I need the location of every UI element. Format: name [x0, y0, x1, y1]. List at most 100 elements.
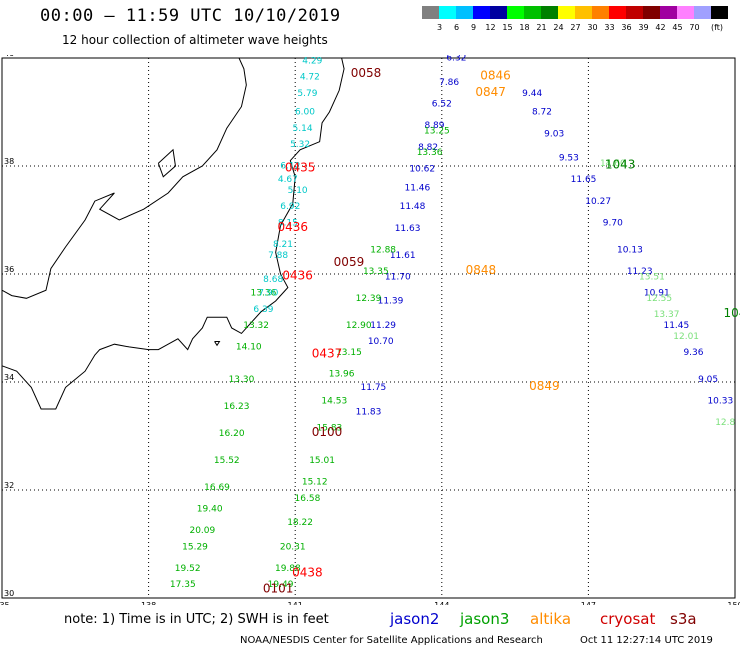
- lat-tick-label: 38: [4, 157, 14, 166]
- swh-value: 8.68: [263, 275, 283, 285]
- scale-label: 33: [604, 23, 615, 32]
- scale-label: 36: [621, 23, 632, 32]
- satellite-name: s3a: [670, 610, 697, 628]
- lat-tick-label: 32: [4, 481, 14, 490]
- swh-value: 6.39: [253, 305, 273, 315]
- satellite-name: jason2: [390, 610, 440, 628]
- swh-value: 9.53: [559, 154, 579, 164]
- scale-label: 3: [436, 23, 443, 32]
- swh-value: 12.88: [370, 245, 396, 255]
- satellite-name: cryosat: [600, 610, 656, 628]
- sado-island: [157, 148, 177, 178]
- swh-value: 8.15: [278, 218, 298, 228]
- scale-label: 39: [638, 23, 649, 32]
- swh-value: 16.58: [295, 494, 321, 504]
- swh-value: 5.32: [290, 140, 310, 150]
- lat-tick-label: 30: [4, 589, 14, 598]
- swh-value: 20.31: [280, 542, 306, 552]
- swh-value: 11.75: [361, 383, 387, 393]
- swh-value: 19.40: [197, 505, 223, 515]
- scale-label: 15: [502, 23, 513, 32]
- lon-tick-label: 144: [434, 601, 449, 605]
- swh-value: 4.67: [278, 175, 298, 185]
- swh-value: 9.44: [522, 89, 542, 99]
- scale-swatch: [643, 6, 660, 19]
- swh-value: 10.91: [644, 289, 670, 299]
- swh-value: 12.01: [673, 332, 699, 342]
- footnote: note: 1) Time is in UTC; 2) SWH is in fe…: [64, 612, 329, 627]
- swh-value: 11.70: [385, 272, 411, 282]
- swh-value: 7.90: [258, 289, 278, 299]
- satellite-name: altika: [530, 610, 572, 628]
- pass-time-label: 0846: [480, 69, 511, 83]
- swh-value: 13.30: [229, 375, 255, 385]
- swh-value: 16.69: [204, 483, 230, 493]
- pass-time-label: 0435: [285, 160, 316, 174]
- swh-value: 8.82: [418, 143, 438, 153]
- swh-value: 6.92: [280, 202, 300, 212]
- scale-swatch: [609, 6, 626, 19]
- scale-swatch: [439, 6, 456, 19]
- scale-swatch: [626, 6, 643, 19]
- swh-value: 11.48: [400, 202, 426, 212]
- swh-value: 13.25: [424, 127, 450, 137]
- swh-value: 13.15: [336, 348, 362, 358]
- swh-value: 15.29: [182, 542, 208, 552]
- swh-value: 14.53: [321, 397, 347, 407]
- swh-value: 5.14: [293, 124, 313, 134]
- scale-label: 45: [672, 23, 683, 32]
- pass-time-label: 1043: [605, 158, 636, 172]
- swh-value: 15.01: [309, 456, 335, 466]
- swh-value: 12.90: [346, 321, 372, 331]
- swh-value: 6.00: [295, 108, 315, 118]
- timestamp: Oct 11 12:27:14 UTC 2019: [580, 635, 713, 646]
- wave-height-map: 135 138 141 144 147 150 30 32 34 36 38 40 6.32 7.86 6.…: [0, 55, 740, 605]
- swh-value: 10.27: [585, 197, 611, 207]
- pass-time-label: 104: [724, 306, 740, 320]
- swh-value: 13.51: [639, 272, 665, 282]
- pass-time-label: 0847: [475, 85, 506, 99]
- swh-value: 13.36: [417, 148, 443, 158]
- swh-value: 5.10: [288, 186, 308, 196]
- swh-value: 11.46: [404, 183, 430, 193]
- swh-value: 12.8: [715, 418, 735, 428]
- swh-value: 6.12: [280, 162, 300, 172]
- credit-line: NOAA/NESDIS Center for Satellite Applica…: [240, 635, 543, 646]
- scale-swatch: [490, 6, 507, 19]
- lon-tick-label: 135: [0, 601, 10, 605]
- satellite-name: jason3: [460, 610, 510, 628]
- swh-value: 10.33: [707, 397, 733, 407]
- swh-value: 13.32: [243, 321, 269, 331]
- swh-value: 11.39: [378, 297, 404, 307]
- swh-value: 11.63: [395, 224, 421, 234]
- swh-value: 10.13: [617, 245, 643, 255]
- pass-time-label: 0058: [351, 66, 382, 80]
- scale-swatch: [541, 6, 558, 19]
- swh-value: 15.52: [214, 456, 240, 466]
- scale-label: 42: [655, 23, 666, 32]
- pass-time-label: 0436: [282, 268, 313, 282]
- pass-time-label: 0438: [292, 565, 323, 579]
- pass-time-label: 0101: [263, 582, 294, 596]
- swh-value: 14.60: [600, 159, 626, 169]
- scale-label: 27: [570, 23, 581, 32]
- swh-value: 13.35: [363, 267, 389, 277]
- swh-value: 12.39: [356, 294, 382, 304]
- scale-swatch: [660, 6, 677, 19]
- lon-tick-label: 150: [727, 601, 740, 605]
- swh-value: 8.21: [273, 240, 293, 250]
- swh-value: 7.88: [268, 251, 288, 261]
- scale-label: 24: [553, 23, 564, 32]
- swh-value: 9.05: [698, 375, 718, 385]
- swh-value: 11.61: [390, 251, 416, 261]
- swh-value: 11.23: [627, 267, 653, 277]
- lat-tick-label: 36: [4, 265, 14, 274]
- coastline: [1, 57, 345, 410]
- scale-label: 9: [470, 23, 477, 32]
- swh-value: 19.52: [175, 564, 201, 574]
- lat-tick-label: 34: [4, 373, 14, 382]
- swh-value: 18.22: [287, 518, 313, 528]
- swh-value: 6.32: [446, 55, 466, 64]
- pass-time-label: 0848: [466, 263, 497, 277]
- scale-label: 70: [689, 23, 700, 32]
